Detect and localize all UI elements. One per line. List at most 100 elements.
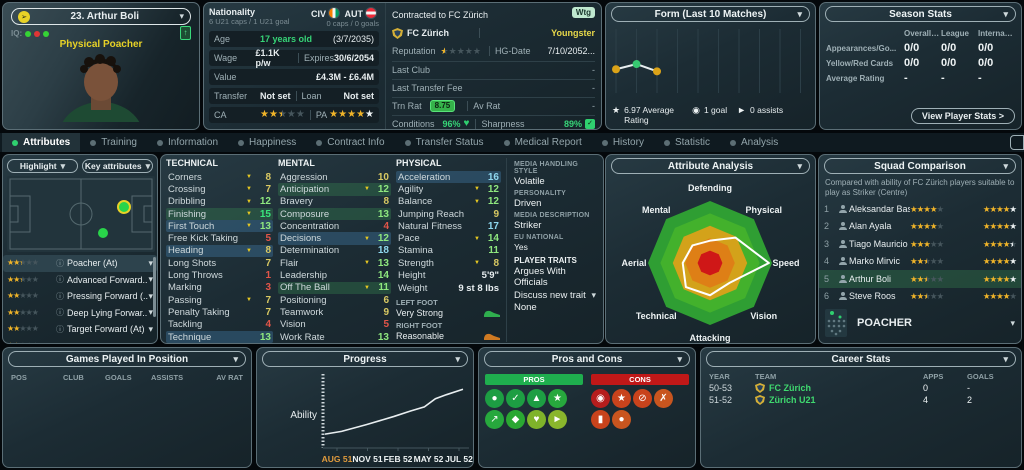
season-stat-value: 0/0 (941, 42, 957, 54)
con-icon: ● (612, 410, 631, 429)
star-icon: ★ (1002, 256, 1011, 266)
attribute-value: 13 (377, 331, 389, 343)
pros-cons-dropdown[interactable]: Pros and Cons ▾ (484, 351, 690, 367)
attribute-name: Natural Fitness (398, 220, 462, 232)
tab-medical-report[interactable]: Medical Report (494, 133, 592, 152)
player-name-select[interactable]: ➢ 23. Arthur Boli ▾ (11, 8, 191, 25)
star-icon: ★ (989, 291, 998, 301)
con-icon: ✗ (654, 389, 673, 408)
career-team-link[interactable]: FC Zürich (755, 383, 923, 393)
star-icon: ★ (1002, 221, 1011, 231)
left-foot-row: Very Strong (396, 307, 501, 318)
player-style-label: Physical Poacher (59, 39, 143, 50)
attribute-name: Heading (168, 245, 204, 257)
role-list-item[interactable]: ★ ★ ★ ★ ★ ⓘ Target Forward (At) ▾ (3, 321, 157, 338)
attribute-analysis-dropdown[interactable]: Attribute Analysis ▾ (611, 158, 810, 174)
progress-ylabel: Ability (290, 410, 317, 421)
media-description-value: Striker (514, 220, 542, 231)
tab-training[interactable]: Training (80, 133, 147, 152)
last-fee-label: Last Transfer Fee (392, 82, 463, 93)
secondary-position-dot[interactable] (98, 228, 108, 238)
club-name-link[interactable]: FC Zürich (407, 28, 449, 38)
role-list-scrollbar[interactable] (153, 257, 156, 317)
tab-label: Attributes (23, 137, 71, 148)
attribute-row: Positioning 6 (278, 294, 391, 306)
role-list-item[interactable]: ★ ★ ★ ★ ★ ⓘ Deep Lying Forwar... ▾ (3, 305, 157, 322)
star-icon: ★ (910, 203, 918, 214)
attribute-name: Concentration (280, 220, 340, 232)
view-player-stats-button[interactable]: View Player Stats > (910, 108, 1015, 124)
progress-chart: Ability AUG 51 NOV 51 FEB 52 MAY 52 JUL 52 (290, 374, 473, 464)
selected-position-dot[interactable] (117, 200, 131, 214)
assist-icon: ► (737, 105, 747, 115)
star-rating: ★★★★★★ (910, 274, 960, 284)
attribute-row: Marking 3 (166, 282, 273, 294)
key-attributes-dropdown[interactable]: Key attributes ▾ (82, 159, 153, 173)
height-row: Height 5'9" (396, 269, 501, 282)
attribute-row: Balance ▼ 12 (396, 196, 501, 208)
discuss-new-trait-dropdown[interactable]: Discuss new trait ▾ (514, 290, 600, 301)
tab-status-dot (316, 139, 323, 146)
reputation-stars: ★★★★★★ (441, 46, 481, 56)
role-select-dropdown[interactable]: POACHER ▾ (825, 309, 1015, 337)
tab-happiness[interactable]: Happiness (228, 133, 306, 152)
tabs-overflow-button[interactable] (1010, 135, 1024, 150)
radar-axis-label: Mental (642, 205, 671, 215)
star-icon: ★ (347, 109, 357, 120)
attribute-value: 12 (259, 196, 271, 208)
star-icon: ★ (19, 307, 26, 317)
squad-comparison-dropdown[interactable]: Squad Comparison ▾ (824, 158, 1016, 174)
tab-information[interactable]: Information (147, 133, 228, 152)
radar-axis-label: Technical (636, 311, 677, 321)
games-column-header: CLUB (63, 373, 84, 382)
chevron-down-icon: ▾ (1003, 8, 1008, 19)
right-foot-row: Reasonable (396, 330, 501, 341)
progress-dropdown[interactable]: Progress ▾ (262, 351, 468, 367)
squad-comparison-panel: Squad Comparison ▾ Compared with ability… (818, 154, 1022, 344)
role-list-item[interactable]: ★ ★ ★ ★ ★ ⓘ Pressing Forward (... ▾ (3, 288, 157, 305)
games-played-dropdown[interactable]: Games Played In Position ▾ (8, 351, 246, 367)
highlight-dropdown[interactable]: Highlight ▾ (7, 159, 78, 173)
season-stats-panel: Season Stats ▾ Overall (Cl...League Inter… (819, 2, 1022, 130)
role-list-item[interactable]: ★★★★★★ (3, 338, 157, 343)
attribute-row: Leadership 14 (278, 269, 391, 281)
tab-statistic[interactable]: Statistic (654, 133, 720, 152)
career-stats-dropdown[interactable]: Career Stats ▾ (706, 351, 1016, 367)
games-column-header: AV RAT (216, 373, 243, 382)
tab-label: Medical Report (514, 137, 582, 148)
value-value: £4.3M - £6.4M (315, 72, 374, 82)
pro-icon: ► (548, 410, 567, 429)
pro-icon: ✓ (506, 389, 525, 408)
career-team-link[interactable]: Zürich U21 (755, 395, 923, 405)
attributes-panel: TECHNICAL Corners ▼ 8 Crossing ▼ 7 Dribbling ▼ 12… (160, 154, 604, 344)
tab-transfer-status[interactable]: Transfer Status (395, 133, 494, 152)
tab-history[interactable]: History (592, 133, 654, 152)
transfer-label: Transfer (214, 91, 248, 101)
player-photo (62, 54, 140, 122)
season-stats-dropdown[interactable]: Season Stats ▾ (825, 6, 1016, 22)
attribute-value: 12 (487, 183, 499, 195)
tab-attributes[interactable]: Attributes (2, 133, 81, 152)
form-dropdown[interactable]: Form (Last 10 Matches) ▾ (611, 6, 810, 22)
squad-comparison-row[interactable]: 2 Alan Ayala ★ ★ ★ ★ ★ ★ ★ ★ ★ ★ (819, 218, 1021, 236)
tab-contract-info[interactable]: Contract Info (306, 133, 394, 152)
highlight-label: Highlight (19, 161, 57, 171)
radar-axis-label: Physical (745, 205, 782, 215)
tab-analysis[interactable]: Analysis (720, 133, 788, 152)
con-icon: ▮ (591, 410, 610, 429)
star-rating: ★ ★ ★ ★ ★ (910, 239, 960, 249)
star-icon: ★ (989, 256, 998, 266)
attribute-value: 4 (265, 319, 271, 331)
key-attribute-flag-icon: ▼ (364, 235, 370, 242)
player-face-icon (836, 274, 849, 283)
star-icon: ★ (916, 203, 925, 214)
star-icon: ★ (929, 203, 938, 214)
